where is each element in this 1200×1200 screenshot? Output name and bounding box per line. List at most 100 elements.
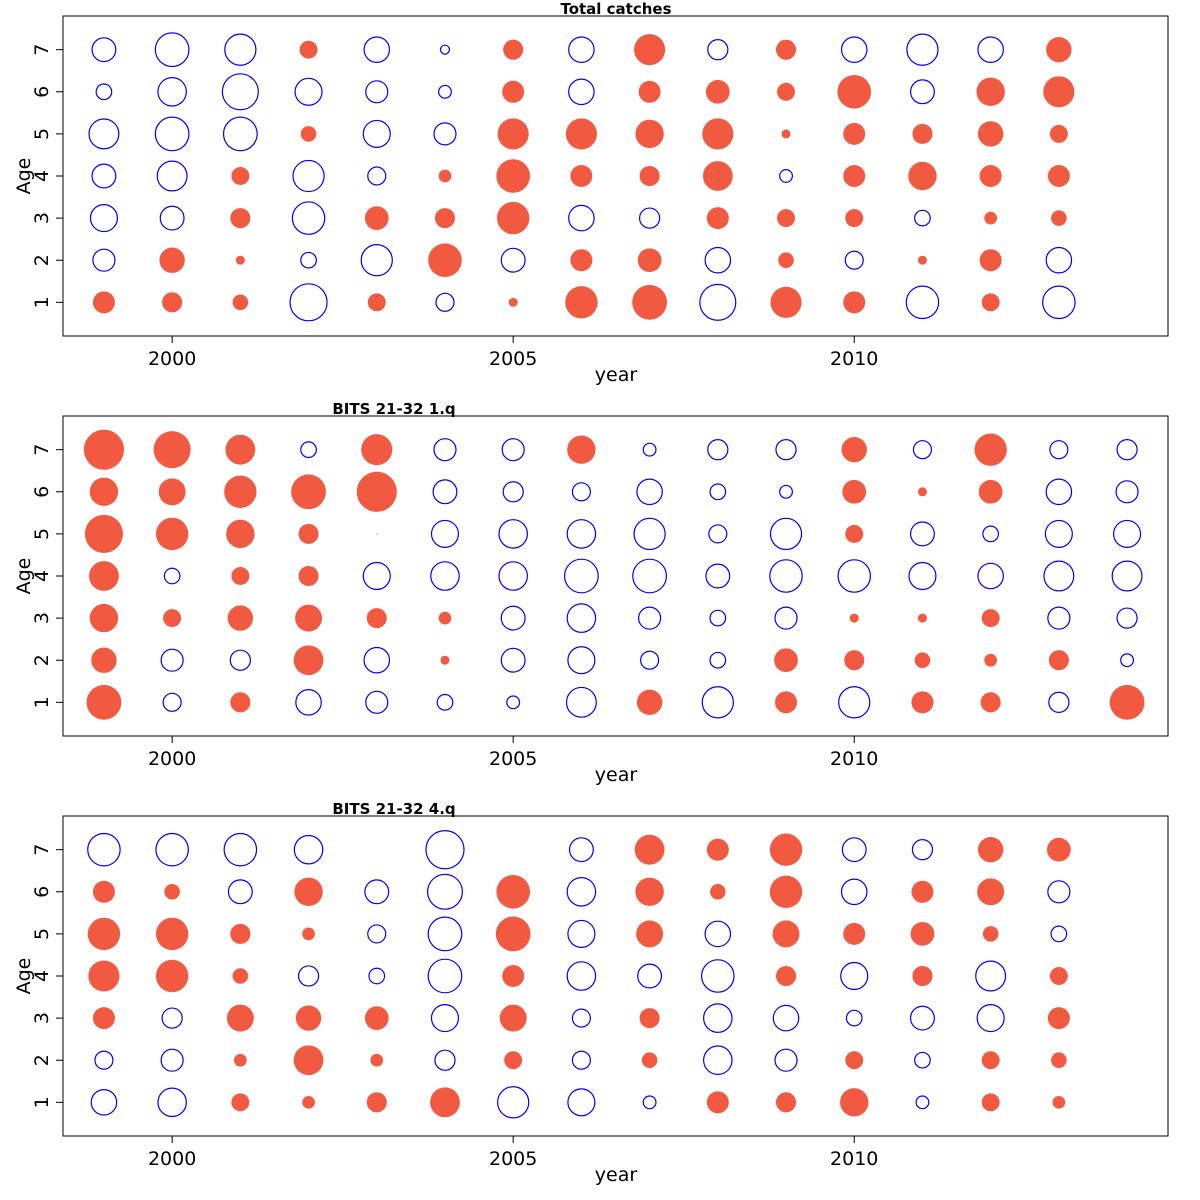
y-axis-label: Age [13, 158, 35, 195]
bubble-positive [636, 689, 663, 716]
bubble-negative [563, 558, 599, 594]
bubble-positive [1109, 684, 1145, 720]
bubble-positive [777, 82, 796, 101]
axes: 2000 2005 2010 1 2 3 4 5 6 7 [31, 444, 878, 770]
bubble-negative [1115, 480, 1139, 504]
bubble-positive [224, 475, 257, 508]
bubble-negative [567, 646, 596, 675]
bubble-negative [294, 77, 323, 106]
bubble-positive [300, 126, 317, 142]
chart-title: BITS 21-32 4.q [332, 800, 455, 818]
bubble-negative [709, 483, 727, 501]
bubble-positive [980, 692, 1001, 713]
bubble-negative [365, 690, 389, 714]
bubble-positive [1049, 967, 1068, 985]
bubble-negative [362, 119, 391, 148]
bubble-negative [89, 204, 118, 233]
y-tick-label: 6 [31, 86, 53, 98]
bubble-positive [984, 653, 998, 667]
y-tick-label: 5 [31, 928, 53, 940]
bubble-positive [637, 248, 662, 273]
bubble-positive [849, 613, 859, 623]
bubble-positive [295, 604, 323, 632]
bubble-negative [500, 647, 526, 673]
bubble-positive [843, 922, 866, 945]
bubble-positive [231, 567, 250, 585]
bubble-negative [293, 834, 324, 865]
bubble-positive [845, 209, 864, 228]
bubble-positive [978, 479, 1003, 504]
bubble-negative [840, 961, 869, 991]
x-tick-label: 2010 [830, 1148, 878, 1170]
bubble-positive [376, 533, 378, 535]
bubble-negative [159, 205, 185, 231]
bubble-negative [224, 33, 257, 66]
bubble-positive [639, 1008, 660, 1029]
panel-total-catches: Total catches 2000 2005 2010 1 2 3 4 5 6 7 year A… [13, 0, 1169, 386]
bubble-negative [779, 484, 793, 499]
bubble-positive [843, 165, 866, 187]
bubble-negative [427, 916, 463, 952]
bubble-positive [845, 524, 864, 543]
bubble-positive [1047, 165, 1070, 187]
bubble-negative [915, 1095, 930, 1110]
bubble-negative [709, 609, 727, 627]
bubble-positive [440, 655, 450, 665]
bubble-negative [363, 646, 391, 674]
bubble-positive [634, 834, 665, 865]
bubble-positive [705, 79, 730, 104]
bubble-negative [704, 246, 732, 274]
bubble-positive [979, 249, 1002, 272]
bubble-positive [979, 165, 1002, 187]
bubble-positive [367, 293, 386, 312]
bubble-negative [1042, 285, 1076, 320]
bubble-negative [837, 559, 872, 593]
x-axis-label: year [595, 364, 638, 386]
x-tick-label: 2000 [148, 348, 196, 370]
y-tick-label: 4 [31, 970, 53, 982]
bubble-negative [368, 967, 386, 985]
y-tick-label: 2 [31, 254, 53, 266]
bubble-positive [908, 161, 937, 191]
bubble-positive [770, 286, 802, 318]
bubble-positive [638, 80, 661, 103]
bubble-negative [638, 606, 662, 630]
bubble-negative [506, 695, 521, 710]
bubble-negative [911, 839, 934, 861]
bubble-negative [565, 686, 597, 718]
bubble-positive [496, 874, 530, 909]
y-tick-label: 1 [31, 696, 53, 708]
bubble-negative [439, 44, 451, 55]
bubble-positive [164, 884, 180, 900]
bubble-positive [91, 647, 117, 673]
bubble-positive [977, 121, 1004, 147]
bubble-positive [769, 833, 803, 866]
y-tick-label: 5 [31, 528, 53, 540]
bubble-negative [92, 248, 116, 272]
bubble-positive [842, 479, 867, 504]
bubble-positive [911, 691, 934, 714]
bubble-negative [769, 559, 803, 593]
bubble-positive [841, 436, 867, 463]
bubble-positive [83, 429, 125, 470]
bubble-positive [911, 880, 934, 903]
bubble-positive [974, 433, 1007, 466]
y-tick-label: 5 [31, 128, 53, 140]
bubble-negative [1045, 246, 1073, 274]
bubble-positive [84, 514, 123, 553]
bubble-layer [83, 429, 1145, 720]
bubble-positive [87, 917, 121, 951]
bubble-positive [1052, 1095, 1066, 1109]
bubble-negative [571, 482, 591, 502]
bubble-positive [497, 118, 529, 150]
bubble-negative [568, 837, 594, 863]
bubble-negative [905, 285, 940, 320]
bubble-positive [302, 927, 315, 941]
bubble-negative [1050, 925, 1068, 943]
bubble-negative [162, 692, 182, 712]
bubble-negative [708, 524, 728, 544]
x-axis-label: year [595, 764, 638, 786]
bubble-negative [300, 251, 317, 269]
